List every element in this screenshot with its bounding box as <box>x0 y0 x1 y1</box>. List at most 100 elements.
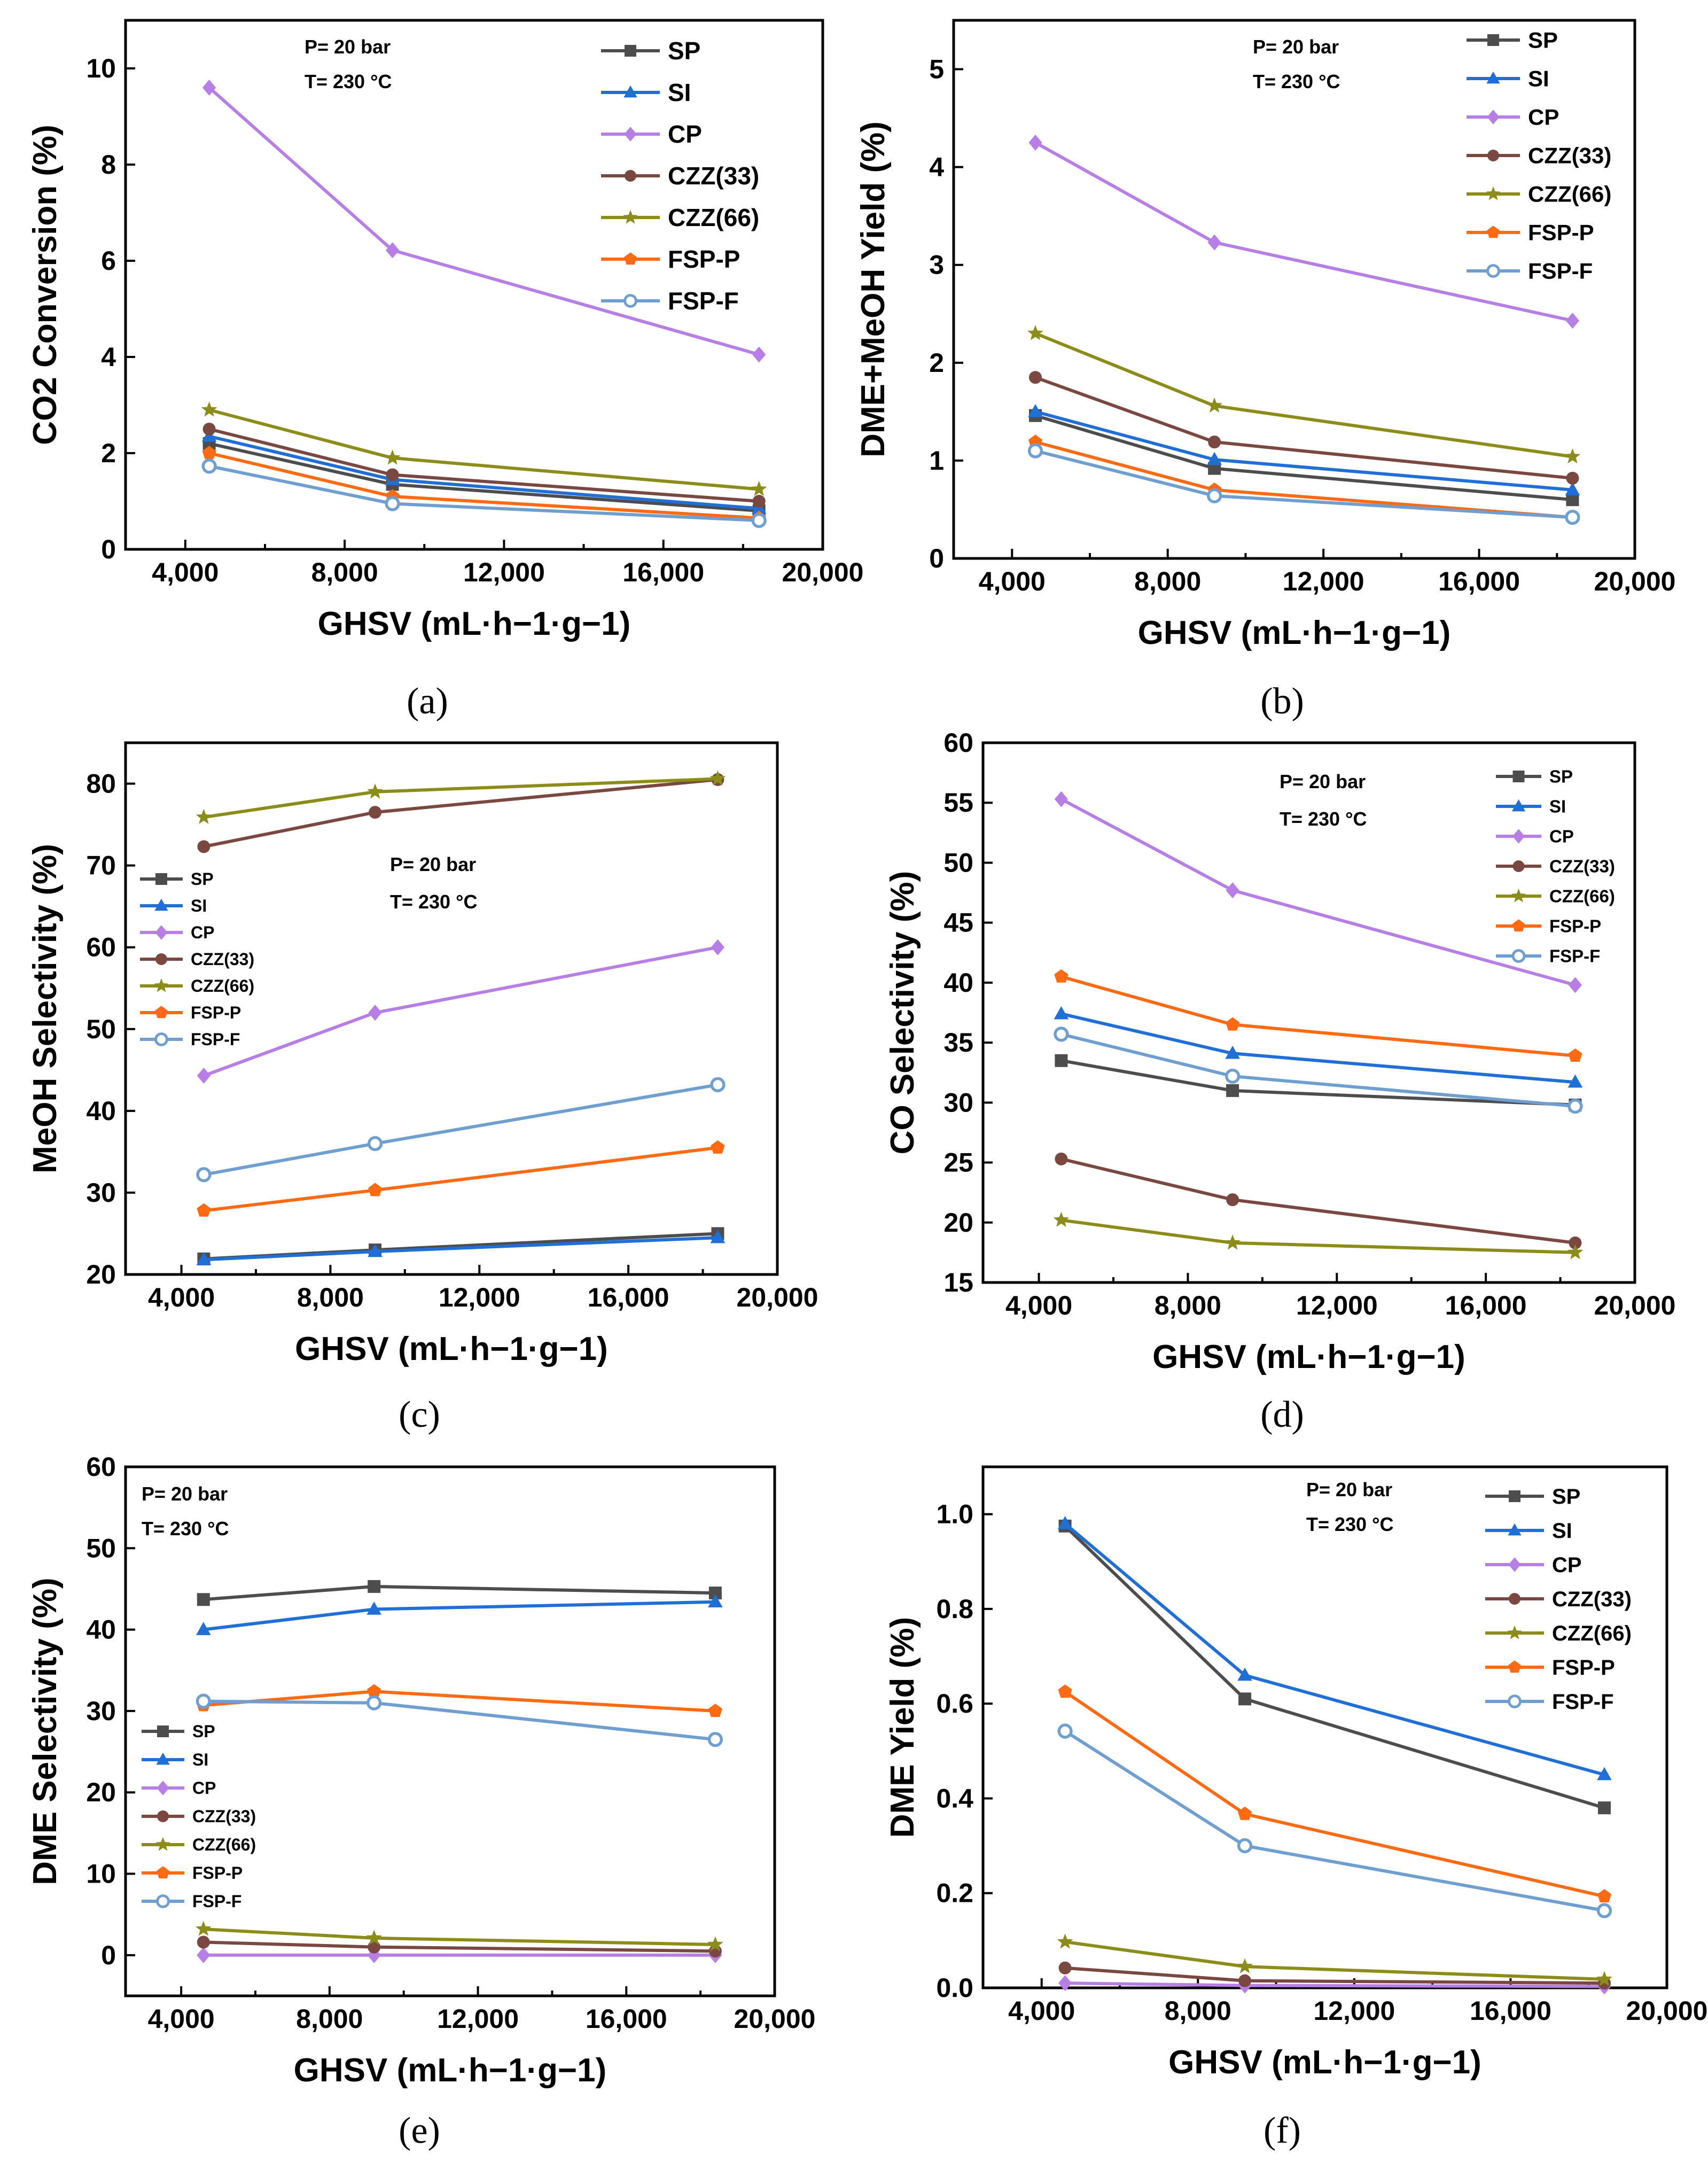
chart-panel-e: 4,000 8,000 12,000 16,000 20,000 0 10 20 30 40 50 6… <box>27 1452 815 2151</box>
data-point <box>752 346 766 363</box>
series-si <box>196 1594 723 1635</box>
data-point <box>1028 403 1043 417</box>
data-point <box>1597 1801 1611 1815</box>
x-tick-label: 16,000 <box>586 2004 667 2034</box>
legend-marker <box>1512 771 1525 782</box>
legend-marker <box>1508 1694 1522 1708</box>
data-point <box>1596 1971 1612 1986</box>
legend-marker <box>157 1866 169 1879</box>
legend-label: CP <box>1549 827 1574 846</box>
data-point <box>1225 1068 1241 1084</box>
legend-label: CZZ(66) <box>1552 1622 1632 1645</box>
y-tick-label: 20 <box>86 1777 116 1807</box>
series-line <box>1064 1522 1605 1776</box>
legend-marker <box>154 898 168 911</box>
data-point <box>366 1695 382 1711</box>
y-tick-label: 30 <box>943 1087 973 1117</box>
x-tick-label: 16,000 <box>1445 1290 1527 1320</box>
legend-label: CZZ(33) <box>1552 1588 1632 1611</box>
data-point <box>1238 1692 1252 1706</box>
legend-label: SI <box>192 1750 208 1769</box>
data-point <box>1206 397 1222 413</box>
data-point <box>196 1167 212 1183</box>
legend-label: CP <box>191 923 214 942</box>
series-fsp-p <box>197 1140 725 1217</box>
x-axis-title: GHSV (mL·h−1·g−1) <box>318 605 631 642</box>
x-tick-label: 12,000 <box>1283 566 1364 596</box>
data-point <box>196 808 212 824</box>
data-point <box>1058 1975 1072 1992</box>
y-axis-title: DME+MeOH Yield (%) <box>855 121 892 457</box>
plot-frame <box>952 19 1636 560</box>
y-tick-label: 0 <box>929 543 944 573</box>
legend-marker <box>154 1032 168 1046</box>
legend-label: FSP-F <box>1552 1690 1614 1714</box>
series-si <box>196 1230 726 1265</box>
data-point <box>707 1732 723 1747</box>
series-fsp-f <box>196 1693 723 1747</box>
data-point <box>196 1921 212 1936</box>
y-tick-label: 0 <box>101 1940 116 1970</box>
series-line <box>203 1600 715 1631</box>
series-fsp-f <box>1054 1027 1583 1114</box>
legend-marker <box>1508 1660 1521 1673</box>
legend-label: SP <box>1552 1485 1580 1509</box>
legend-marker <box>1486 186 1501 200</box>
y-tick-label: 50 <box>943 848 973 877</box>
x-tick-label: 20,000 <box>782 557 864 587</box>
data-point <box>1207 452 1222 465</box>
data-point <box>1566 471 1579 485</box>
y-tick-label: 60 <box>943 728 973 758</box>
x-tick-label: 16,000 <box>1438 566 1520 596</box>
data-point <box>711 939 725 955</box>
data-point <box>1596 1903 1612 1918</box>
y-tick-label: 40 <box>86 1096 116 1126</box>
legend-label: CP <box>1552 1553 1582 1577</box>
data-point <box>1568 977 1582 993</box>
data-point <box>368 1940 381 1954</box>
legend-marker <box>1511 888 1526 903</box>
data-point <box>1055 1152 1068 1165</box>
series-si <box>1028 403 1580 496</box>
y-tick-label: 10 <box>86 53 116 83</box>
data-point <box>1568 1048 1582 1062</box>
legend-marker <box>1487 226 1500 238</box>
legend-label: CP <box>668 120 702 148</box>
series-czz66 <box>1053 1211 1584 1260</box>
x-tick-label: 20,000 <box>1594 1290 1676 1320</box>
data-point <box>366 1930 382 1945</box>
y-tick-label: 0.2 <box>936 1878 973 1908</box>
x-tick-label: 8,000 <box>311 557 378 587</box>
data-point <box>386 242 400 259</box>
data-point <box>197 1947 210 1963</box>
condition-label: P= 20 bar <box>1280 771 1366 792</box>
legend: SP SI CP CZZ(33) CZZ(66) FSP-P FSP-F <box>142 1722 256 1911</box>
data-point <box>1225 1045 1240 1059</box>
x-tick-label: 12,000 <box>439 1282 520 1312</box>
x-axis-title: GHSV (mL·h−1·g−1) <box>1152 1339 1465 1375</box>
y-tick-label: 4 <box>101 342 116 372</box>
x-tick-label: 16,000 <box>588 1282 669 1312</box>
series-si <box>1057 1515 1612 1781</box>
data-point <box>1054 791 1068 807</box>
data-point <box>1058 1684 1072 1698</box>
data-point <box>1054 969 1069 983</box>
data-point <box>708 1704 722 1717</box>
legend-marker <box>1509 1490 1520 1502</box>
data-point <box>751 480 767 496</box>
y-tick-label: 60 <box>86 1452 116 1482</box>
series-line <box>1035 440 1573 519</box>
y-tick-label: 30 <box>86 1696 116 1726</box>
y-tick-label: 0.4 <box>936 1783 973 1813</box>
data-point <box>752 495 766 508</box>
data-point <box>1226 1084 1239 1097</box>
legend-marker <box>156 1894 170 1908</box>
series-czz66 <box>1057 1933 1612 1986</box>
data-point <box>1028 134 1042 151</box>
series-si <box>1054 1006 1583 1088</box>
data-point <box>366 1602 381 1615</box>
legend-label: FSP-P <box>668 245 740 273</box>
data-point <box>1237 1958 1253 1973</box>
legend-label: CZZ(33) <box>668 162 759 190</box>
y-axis-title: MeOH Selectivity (%) <box>27 844 64 1173</box>
